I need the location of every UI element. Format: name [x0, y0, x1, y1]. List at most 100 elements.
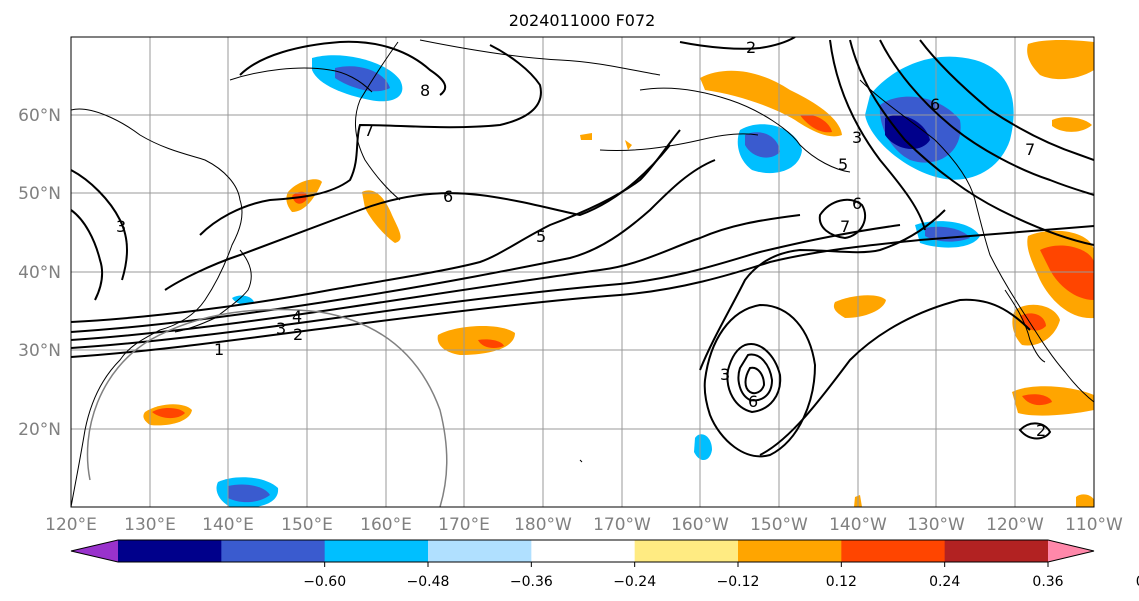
colorbar-swatch — [944, 540, 1049, 562]
lat-labels: 60°N 50°N 40°N 30°N 20°N — [18, 106, 61, 440]
contour-low-1 — [726, 343, 782, 414]
shade-okhotsk-core — [335, 66, 390, 92]
colorbar-tick-label: −0.48 — [407, 574, 450, 590]
contour-south-tail — [759, 298, 1031, 456]
lon-labels: 120°E 130°E 140°E 150°E 160°E 170°E 180°… — [45, 515, 1123, 535]
colorbar-extend-low — [71, 540, 118, 562]
colorbar-tick-label: −0.36 — [510, 574, 553, 590]
contour-7 — [199, 44, 542, 236]
shade-mex-red — [1022, 394, 1052, 406]
contour-label: 6 — [852, 194, 862, 213]
lon-label: 120°E — [45, 515, 97, 535]
colorbar-outline — [70, 539, 1095, 563]
shade-mex-orange — [1012, 386, 1094, 416]
contour-label: 2 — [293, 325, 303, 344]
colorbar-tick-label: 0.12 — [826, 574, 857, 590]
colorbar-tick-label: 0.48 — [1136, 574, 1139, 590]
contour-low-3 — [744, 366, 766, 395]
colorbar-tick-label: −0.24 — [613, 574, 656, 590]
colorbar-swatch — [221, 540, 326, 562]
shade-kuril-orange — [362, 190, 401, 243]
lon-label: 150°E — [281, 515, 333, 535]
contour-1 — [71, 225, 1094, 358]
lon-label: 140°W — [829, 515, 887, 535]
shade-small-4 — [1076, 494, 1094, 507]
colorbar-tick-label: 0.24 — [929, 574, 960, 590]
lon-label: 110°W — [1065, 515, 1123, 535]
shade-goa-darkcore — [885, 115, 930, 150]
shade-30n-red — [478, 339, 504, 348]
lat-label: 60°N — [18, 106, 61, 126]
coast-baja — [1004, 289, 1046, 363]
contour-2-left — [71, 209, 104, 301]
shade-wc-red — [1040, 245, 1094, 300]
lat-label: 20°N — [18, 420, 61, 440]
lon-label: 170°W — [593, 515, 651, 535]
coast-alaska — [639, 87, 851, 173]
contour-label: 3 — [276, 319, 286, 338]
contour-label: 2 — [746, 38, 756, 57]
contour-label: 6 — [443, 187, 453, 206]
shade-small-1 — [580, 133, 592, 140]
lon-label: 130°E — [124, 515, 176, 535]
coast-okhotsk — [229, 67, 373, 93]
contour-label: 4 — [292, 307, 302, 326]
contour-label: 2 — [1036, 421, 1046, 440]
lat-label: 30°N — [18, 341, 61, 361]
shade-140w-orange — [833, 295, 886, 318]
contour-label: 5 — [536, 227, 546, 246]
colorbar-swatch — [841, 540, 946, 562]
colorbar: −0.60 −0.48 −0.36 −0.24 −0.12 0.12 0.24 0.36 0.4… — [70, 539, 1139, 590]
contour-4 — [71, 159, 716, 333]
contour-label: 3 — [720, 365, 730, 384]
shade-ne-orange2 — [1052, 117, 1092, 132]
lat-label: 50°N — [18, 184, 61, 204]
contour-3-left — [71, 169, 128, 281]
contour-6 — [164, 144, 671, 291]
shade-small-2 — [625, 140, 632, 150]
contours — [71, 37, 1094, 507]
colorbar-tick-label: −0.60 — [303, 574, 346, 590]
shade-subtrop-blue — [694, 434, 712, 461]
lat-label: 40°N — [18, 263, 61, 283]
colorbar-swatch — [738, 540, 842, 562]
shade-alaska-red — [800, 114, 832, 133]
colorbar-swatch — [118, 540, 222, 562]
shaded-fields — [143, 40, 1094, 507]
coast-asia — [71, 108, 243, 507]
colorbar-tick-label: 0.36 — [1032, 574, 1063, 590]
coast-siberia-n — [419, 39, 661, 76]
contour-goa-1 — [699, 209, 946, 371]
shade-japan-blue — [232, 295, 254, 305]
lon-label: 170°E — [438, 515, 490, 535]
contour-label: 1 — [214, 340, 224, 359]
shade-ne-orange — [1027, 40, 1094, 80]
contour-label: 7 — [364, 121, 374, 140]
coast-hawaii — [579, 459, 583, 463]
contour-east-3 — [919, 39, 1094, 161]
coast-aleutians — [599, 133, 759, 152]
colorbar-tick-label: −0.12 — [717, 574, 760, 590]
contour-label: 6 — [748, 392, 758, 411]
map-frame — [70, 36, 1095, 508]
gridlines — [71, 37, 1094, 507]
shade-20n-red — [152, 407, 185, 419]
colorbar-swatch — [634, 540, 739, 562]
contour-2-mex — [1018, 422, 1052, 440]
colorbar-swatch — [428, 540, 532, 562]
coast-kamchatka — [355, 41, 401, 201]
contour-label-group: 1 2 3 4 5 6 7 8 2 3 5 6 6 7 7 3 6 2 3 — [116, 38, 1046, 440]
contour-label: 8 — [420, 81, 430, 100]
contour-label: 3 — [852, 128, 862, 147]
shade-ak-core — [745, 132, 780, 158]
lon-label: 180°W — [514, 515, 572, 535]
contour-sw-circle — [86, 308, 448, 507]
shade-sw-core — [228, 484, 270, 503]
lon-label: 150°W — [750, 515, 808, 535]
lon-label: 120°W — [986, 515, 1044, 535]
contour-ne-2 — [679, 37, 796, 50]
map-title: 2024011000 F072 — [509, 11, 656, 30]
colorbar-swatch — [324, 540, 429, 562]
contour-east-2 — [879, 39, 1094, 196]
